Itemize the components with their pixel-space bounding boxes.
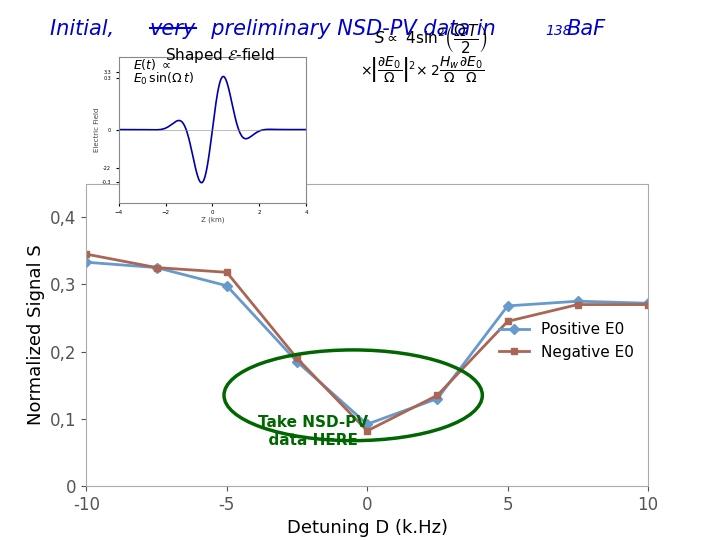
X-axis label: Z (km): Z (km) <box>201 217 224 223</box>
Negative E0 <box>82 251 91 258</box>
Y-axis label: Electric Field: Electric Field <box>94 107 100 152</box>
Positive E0 <box>292 359 302 365</box>
X-axis label: Detuning D (k.Hz): Detuning D (k.Hz) <box>287 519 448 537</box>
Text: very: very <box>150 19 196 39</box>
Positive E0 <box>363 421 372 428</box>
Positive E0 <box>503 302 512 309</box>
Negative E0 <box>222 269 231 275</box>
Legend: Positive E0, Negative E0: Positive E0, Negative E0 <box>492 316 640 366</box>
Line: Negative E0: Negative E0 <box>83 251 652 434</box>
Text: 138: 138 <box>546 24 572 38</box>
Positive E0 <box>222 282 231 289</box>
Negative E0 <box>292 355 302 362</box>
Y-axis label: Normalized Signal S: Normalized Signal S <box>27 245 45 425</box>
Positive E0 <box>644 300 652 307</box>
Negative E0 <box>573 301 582 308</box>
Text: $\times\!\left|\dfrac{\partial E_0}{\Omega}\right|^{\!2}\!\times 2\dfrac{H_w}{\O: $\times\!\left|\dfrac{\partial E_0}{\Ome… <box>360 54 484 85</box>
Positive E0 <box>573 298 582 305</box>
Negative E0 <box>152 265 161 271</box>
Text: Take NSD-PV
  data HERE: Take NSD-PV data HERE <box>258 415 368 448</box>
Text: Shaped $\mathcal{E}$-field: Shaped $\mathcal{E}$-field <box>165 46 274 65</box>
Negative E0 <box>644 301 652 308</box>
Negative E0 <box>433 392 442 399</box>
Text: $E_0\,\sin(\Omega\,t)$: $E_0\,\sin(\Omega\,t)$ <box>133 71 194 87</box>
Positive E0 <box>152 265 161 271</box>
Text: $S \propto\ 4\sin^2\!\left(\dfrac{\Omega\,T}{2}\right)$: $S \propto\ 4\sin^2\!\left(\dfrac{\Omega… <box>374 22 488 55</box>
Positive E0 <box>82 259 91 266</box>
Text: BaF: BaF <box>567 19 606 39</box>
Text: $E(t)$ $\propto$: $E(t)$ $\propto$ <box>133 57 172 72</box>
Text: preliminary NSD-PV data in: preliminary NSD-PV data in <box>198 19 509 39</box>
Negative E0 <box>363 428 372 434</box>
Text: Initial,: Initial, <box>50 19 127 39</box>
Positive E0 <box>433 395 442 402</box>
Negative E0 <box>503 318 512 325</box>
Line: Positive E0: Positive E0 <box>83 259 652 428</box>
